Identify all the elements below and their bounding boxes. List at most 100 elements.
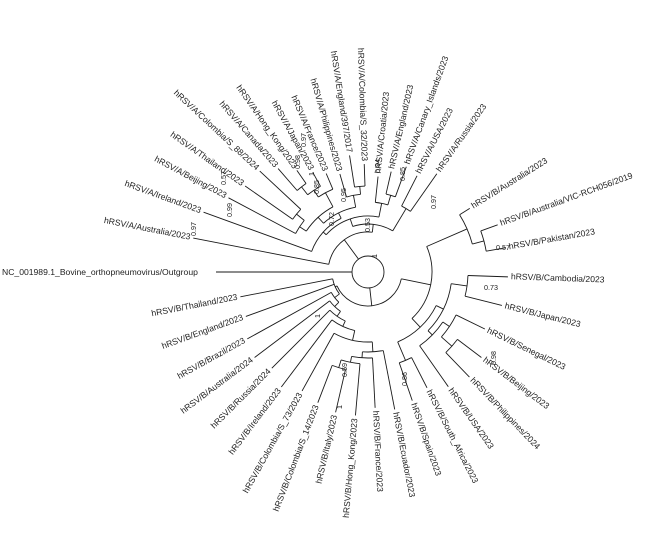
- bootstrap-value: 0.85: [312, 180, 321, 194]
- leaf-branch: [301, 333, 335, 392]
- internal-branch: [350, 356, 353, 363]
- leaf-branch: [374, 176, 379, 203]
- tree-arc: [336, 278, 402, 307]
- leaf-label: hRSV/B/Colombia/S_73/2023: [241, 391, 305, 495]
- outgroup-label: NC_001989.1_Bovine_orthopneumovirus/Outg…: [2, 267, 198, 277]
- bootstrap-value: 1: [335, 405, 344, 409]
- leaf-branch: [247, 291, 332, 340]
- leaf-branch: [394, 166, 407, 197]
- leaf-label: hRSV/B/France/2023: [371, 411, 385, 493]
- leaf-label: hRSV/B/Pakistan/2023: [508, 226, 596, 251]
- bootstrap-value: 0.95: [339, 188, 348, 202]
- bootstrap-value: 1: [370, 254, 379, 258]
- tree-arc: [397, 305, 437, 343]
- leaf-branch: [339, 173, 347, 198]
- bootstrap-value: 0.97: [299, 133, 308, 147]
- internal-branch: [371, 224, 374, 233]
- leaf-label: hRSV/B/Japan/2023: [504, 301, 582, 330]
- bootstrap-value: 0.94: [373, 159, 382, 173]
- bootstrap-value: 0.97: [189, 222, 198, 236]
- internal-branch: [472, 240, 485, 245]
- internal-branch: [317, 217, 324, 224]
- internal-branch: [352, 330, 356, 341]
- bootstrap-value: 0.57: [219, 171, 228, 185]
- leaf-label: hRSV/B/Philippines/2024: [468, 375, 542, 451]
- bootstrap-value: 1: [313, 314, 322, 318]
- bootstrap-value: 0.72: [327, 212, 336, 226]
- bootstrap-value: 0.57: [496, 243, 510, 252]
- leaf-branch: [459, 208, 471, 216]
- leaf-label: hRSV/B/Cambodia/2023: [511, 271, 605, 284]
- bootstrap-value: 0.98: [293, 155, 302, 169]
- internal-branch: [338, 212, 342, 219]
- leaf-branch: [349, 155, 355, 188]
- leaf-label: hRSV/B/Italy/2023: [314, 414, 340, 485]
- leaf-branch: [193, 237, 329, 265]
- internal-branch: [371, 341, 374, 352]
- tree-arc: [305, 206, 334, 232]
- internal-branch: [359, 186, 361, 195]
- leaf-label: hRSV/B/Russia/2024: [209, 366, 273, 430]
- bootstrap-value: 0.59: [340, 363, 349, 377]
- internal-branch: [378, 203, 383, 218]
- leaf-branch: [259, 170, 302, 210]
- internal-branch: [436, 305, 444, 310]
- leaf-branch: [296, 170, 307, 184]
- internal-branch: [427, 330, 433, 336]
- internal-branch: [369, 287, 373, 306]
- internal-branch: [322, 231, 327, 236]
- leaf-branch: [240, 278, 333, 298]
- internal-branch: [349, 218, 354, 227]
- tree-arc: [323, 206, 356, 224]
- leaf-branch: [419, 345, 449, 387]
- leaf-branch: [280, 319, 333, 388]
- leaf-label: hRSV/B/Thailand/2023: [151, 292, 239, 319]
- internal-branch: [325, 192, 334, 208]
- internal-branch: [334, 285, 338, 288]
- internal-branch: [442, 321, 450, 327]
- leaf-branch: [410, 173, 438, 212]
- leaf-label: hRSV/A/Colombia/S_32/2023: [356, 48, 370, 162]
- leaf-branch: [398, 362, 413, 401]
- leaf-branch: [355, 363, 361, 416]
- internal-branch: [336, 311, 341, 317]
- leaf-branch: [480, 224, 498, 232]
- internal-branch: [411, 318, 421, 328]
- leaf-branch: [254, 300, 330, 358]
- internal-branch: [353, 195, 357, 208]
- internal-branch: [441, 336, 453, 347]
- bootstrap-value: 0.85: [398, 167, 407, 181]
- internal-branch: [301, 186, 309, 196]
- internal-branch: [397, 341, 406, 361]
- root-circle: [351, 255, 385, 289]
- bootstrap-value: 1: [307, 172, 316, 176]
- bootstrap-value: 0.86: [400, 372, 409, 386]
- leaf-label: hRSV/B/Ecuador/2023: [391, 411, 417, 498]
- tree-arc: [311, 217, 342, 252]
- internal-branch: [343, 239, 359, 260]
- bootstrap-value: 0.53: [363, 218, 372, 232]
- internal-branch: [426, 228, 468, 247]
- leaf-branch: [312, 172, 321, 187]
- bootstrap-value: 0.99: [225, 203, 234, 217]
- leaf-branch: [271, 309, 331, 369]
- internal-branch: [342, 320, 346, 327]
- leaf-branch: [464, 295, 503, 306]
- leaf-branch: [385, 171, 392, 195]
- internal-branch: [334, 301, 340, 307]
- leaf-branch: [457, 339, 482, 358]
- internal-branch: [387, 195, 392, 206]
- leaf-branch: [228, 197, 296, 234]
- leaf-branch: [335, 369, 346, 413]
- leaf-branch: [244, 185, 293, 220]
- leaf-branch: [277, 168, 298, 191]
- leaf-branch: [317, 365, 333, 403]
- tree-arc: [411, 246, 433, 319]
- leaf-branch: [455, 314, 486, 330]
- internal-branch: [313, 190, 319, 198]
- leaf-branch: [325, 173, 334, 190]
- bootstrap-value: 0.98: [489, 351, 498, 365]
- leaf-branch: [467, 275, 508, 278]
- internal-branch: [299, 226, 307, 232]
